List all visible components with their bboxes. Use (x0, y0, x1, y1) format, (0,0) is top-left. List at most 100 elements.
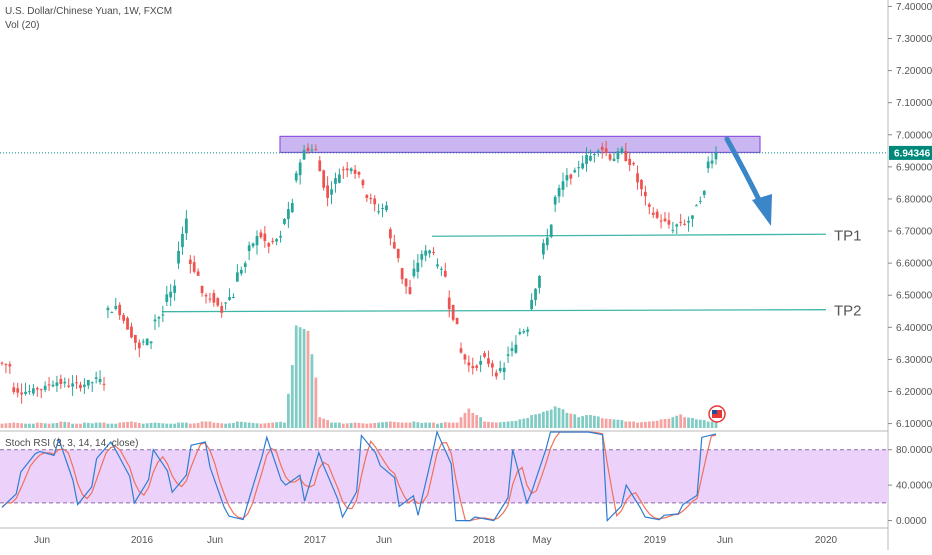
candle-body (385, 205, 388, 211)
volume-bar (161, 423, 165, 428)
candle-body (338, 174, 341, 183)
candle-body (502, 367, 506, 373)
volume-bar (640, 422, 643, 428)
volume-bar (247, 422, 251, 428)
volume-bar (16, 422, 20, 428)
volume-bar (145, 423, 149, 428)
candle-body (396, 248, 400, 259)
volume-bar (228, 423, 231, 428)
volume-bar (526, 417, 530, 428)
volume-bar (55, 422, 59, 428)
volume-bar (255, 423, 259, 428)
candle-body (59, 378, 63, 385)
candle-body (663, 218, 667, 221)
volume-bar (39, 422, 43, 428)
candle-body (114, 305, 118, 309)
candle-body (471, 366, 475, 369)
volume-bar (687, 417, 690, 428)
volume-bar (263, 423, 267, 428)
volume-bar (294, 325, 298, 428)
candle-body (271, 240, 275, 242)
candle-body (702, 190, 706, 195)
candle-body (593, 154, 596, 156)
price-axis-label: 6.70000 (896, 227, 932, 238)
volume-bar (561, 409, 565, 428)
candle-body (510, 348, 514, 351)
time-axis-label: 2019 (644, 535, 667, 546)
candle-body (436, 264, 439, 267)
volume-bar (12, 422, 16, 428)
volume-bar (514, 420, 518, 428)
candle-body (126, 317, 129, 330)
candle-body (314, 149, 318, 151)
volume-bar (192, 423, 196, 428)
candle-body (310, 149, 314, 151)
volume-bar (400, 422, 404, 428)
candle-body (651, 212, 655, 215)
volume-bar (63, 421, 67, 428)
candle-body (43, 385, 47, 390)
volume-bar (283, 422, 286, 428)
candle-body (514, 344, 518, 353)
tp1-label: TP1 (834, 227, 862, 244)
volume-bar (173, 423, 176, 428)
volume-bar (279, 421, 282, 428)
volume-bar (671, 417, 675, 428)
volume-bar (137, 422, 141, 428)
volume-bar (165, 423, 169, 428)
candle-body (494, 372, 498, 377)
candle-body (326, 185, 329, 198)
candle-body (491, 363, 494, 368)
candle-body (63, 381, 67, 384)
volume-bar (341, 423, 345, 428)
volume-bar (463, 412, 467, 428)
volume-bar (549, 409, 553, 428)
candle-body (196, 271, 200, 276)
volume-bar (0, 423, 4, 428)
volume-bar (141, 423, 145, 428)
candle-body (204, 295, 208, 297)
price-axis-label: 7.00000 (896, 130, 932, 141)
volume-bar (455, 422, 459, 428)
candle-body (589, 155, 592, 161)
volume-bar (710, 421, 714, 428)
volume-bar (204, 421, 208, 428)
volume-bar (432, 422, 435, 428)
volume-bar (608, 419, 612, 428)
volume-bar (51, 423, 55, 428)
volume-bar (475, 415, 479, 428)
volume-bar (169, 423, 173, 428)
candle-body (714, 152, 718, 160)
volume-bar (451, 422, 455, 428)
candle-body (557, 188, 561, 197)
volume-bar (149, 422, 153, 428)
volume-bar (404, 422, 408, 428)
volume-bar (79, 423, 82, 428)
candle-body (216, 298, 220, 306)
volume-bar (267, 422, 271, 428)
volume-bar (110, 423, 114, 428)
last-price-value: 6.94346 (894, 148, 931, 159)
candle-body (318, 160, 322, 172)
candle-body (51, 384, 55, 387)
candle-body (553, 196, 557, 205)
candle-body (522, 331, 526, 333)
candle-body (534, 288, 537, 301)
candle-body (459, 348, 463, 353)
candle-body (185, 218, 188, 234)
candle-body (683, 223, 686, 225)
candle-body (542, 243, 545, 255)
volume-bar (557, 407, 561, 428)
candle-body (39, 389, 43, 391)
candle-body (506, 354, 510, 356)
volume-bar (471, 412, 475, 428)
volume-bar (361, 423, 365, 428)
candle-body (600, 146, 604, 150)
candle-body (644, 191, 647, 197)
volume-bar (275, 422, 278, 428)
candle-body (695, 205, 698, 207)
volume-bar (59, 421, 63, 428)
candle-body (447, 297, 451, 310)
